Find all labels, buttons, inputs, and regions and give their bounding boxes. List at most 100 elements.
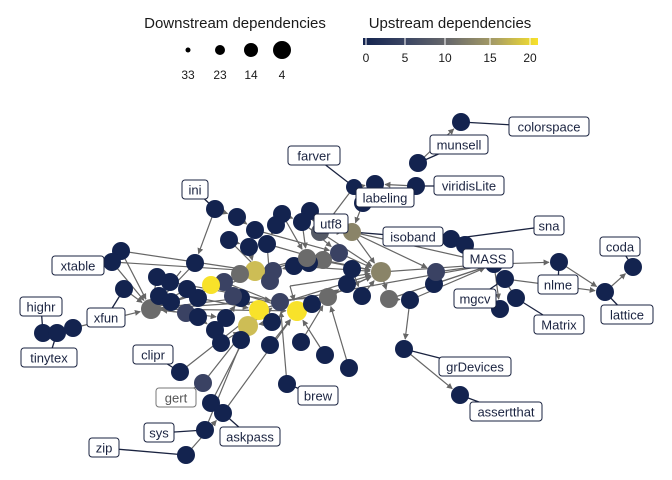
- package-node: [401, 291, 419, 309]
- size-legend-dot: [185, 47, 191, 53]
- package-node: [550, 253, 568, 271]
- node-label: askpass: [219, 426, 281, 447]
- nodes: [34, 113, 642, 464]
- node-label-box: [19, 296, 63, 317]
- package-node: [202, 276, 220, 294]
- node-label: viridisLite: [433, 175, 505, 196]
- node-label-box: [181, 179, 209, 200]
- node-label: mgcv: [453, 288, 497, 309]
- node-label: labeling: [355, 187, 415, 208]
- dependency-edge: [278, 311, 288, 385]
- node-label-text: farver: [297, 149, 331, 164]
- package-node: [177, 446, 195, 464]
- package-node: [249, 300, 269, 320]
- node-label: isoband: [382, 226, 444, 247]
- package-node: [395, 340, 413, 358]
- node-label-box: [219, 426, 281, 447]
- node-label: assertthat: [469, 401, 543, 422]
- package-node: [186, 254, 204, 272]
- node-label-text: colorspace: [518, 120, 581, 135]
- node-label: highr: [19, 296, 63, 317]
- node-label-box: [469, 401, 543, 422]
- node-label-text: ini: [188, 183, 201, 198]
- node-label-text: clipr: [141, 348, 166, 363]
- package-node: [246, 221, 264, 239]
- package-node: [212, 334, 230, 352]
- node-label-text: MASS: [470, 252, 507, 267]
- dependency-edge: [120, 250, 147, 300]
- package-node: [330, 244, 348, 262]
- package-node: [258, 235, 276, 253]
- package-node: [64, 319, 82, 337]
- color-tick-label: 5: [402, 51, 409, 65]
- package-node: [231, 265, 249, 283]
- package-node: [34, 324, 52, 342]
- node-label: coda: [599, 236, 641, 257]
- node-label-box: [433, 175, 505, 196]
- node-label-text: coda: [606, 240, 635, 255]
- package-node: [292, 333, 310, 351]
- node-label-text: Matrix: [541, 318, 577, 333]
- package-node: [178, 280, 196, 298]
- dependency-edge: [222, 319, 291, 414]
- package-node: [380, 290, 398, 308]
- node-label-text: lattice: [610, 308, 644, 323]
- color-tick-label: 10: [438, 51, 452, 65]
- package-node: [189, 308, 207, 326]
- node-label-box: [20, 347, 78, 368]
- dependency-edge: [329, 306, 350, 369]
- node-label-box: [297, 385, 339, 406]
- node-label: sys: [143, 422, 175, 443]
- node-label: grDevices: [438, 356, 512, 377]
- node-label-box: [537, 274, 579, 295]
- package-node: [245, 261, 265, 281]
- node-label-box: [429, 134, 489, 155]
- dependency-edge: [254, 229, 330, 252]
- node-label-text: sys: [149, 426, 169, 441]
- dependency-edge: [351, 231, 485, 264]
- package-node: [316, 346, 334, 364]
- node-label-box: [155, 387, 197, 408]
- node-label-box: [143, 422, 175, 443]
- node-label-text: xtable: [61, 259, 96, 274]
- color-tick-label: 20: [523, 51, 537, 65]
- package-node: [303, 295, 321, 313]
- dependency-edge: [204, 335, 245, 431]
- node-label-text: zip: [96, 441, 113, 456]
- node-label-box: [438, 356, 512, 377]
- node-label: lattice: [600, 304, 654, 325]
- size-legend-dot: [273, 41, 291, 59]
- package-node: [451, 386, 469, 404]
- node-label-box: [462, 248, 514, 269]
- node-label-text: gert: [165, 391, 188, 406]
- size-legend-label: 33: [181, 68, 195, 82]
- dependency-edge: [289, 285, 296, 301]
- size-legend: Downstream dependencies 33 23 14 4: [144, 15, 326, 82]
- node-label-text: grDevices: [446, 360, 504, 375]
- node-label: clipr: [132, 344, 174, 365]
- size-legend-dot: [244, 43, 258, 57]
- node-label-box: [132, 344, 174, 365]
- node-label-text: nlme: [544, 278, 572, 293]
- package-node: [115, 280, 133, 298]
- package-node: [261, 272, 279, 290]
- color-legend-title: Upstream dependencies: [369, 15, 532, 32]
- node-label-text: xfun: [94, 311, 119, 326]
- package-node: [162, 293, 180, 311]
- package-node: [194, 374, 212, 392]
- package-node: [217, 309, 235, 327]
- node-label-box: [599, 236, 641, 257]
- package-node: [271, 293, 289, 311]
- node-label: nlme: [537, 274, 579, 295]
- dependency-edge: [409, 267, 486, 301]
- package-node: [442, 230, 460, 248]
- package-node: [263, 313, 281, 331]
- node-label: munsell: [429, 134, 489, 155]
- node-label-box: [86, 307, 126, 328]
- size-legend-title: Downstream dependencies: [144, 15, 326, 32]
- package-node: [220, 231, 238, 249]
- package-node: [232, 331, 250, 349]
- package-node: [496, 270, 514, 288]
- node-label: colorspace: [508, 116, 590, 137]
- package-node: [427, 263, 445, 281]
